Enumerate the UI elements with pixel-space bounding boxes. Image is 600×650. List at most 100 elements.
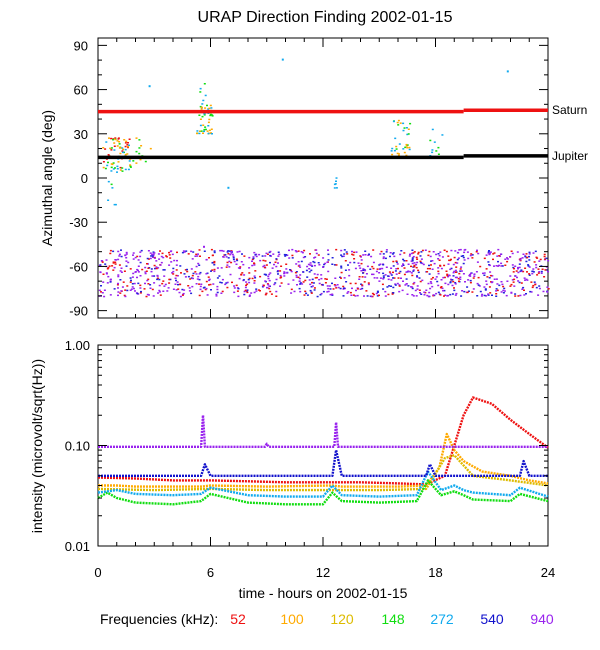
- azimuth-point: [299, 283, 302, 285]
- azimuth-point: [373, 277, 376, 279]
- azimuth-point: [324, 262, 327, 265]
- azimuth-point: [129, 166, 132, 168]
- azimuth-point: [177, 288, 180, 290]
- azimuth-point: [258, 253, 261, 256]
- azimuth-point: [375, 270, 378, 273]
- azimuth-point: [139, 275, 142, 277]
- azimuth-point: [502, 289, 505, 292]
- azimuth-point: [168, 282, 171, 284]
- azimuth-point: [396, 282, 399, 285]
- azimuth-point: [415, 295, 418, 297]
- azimuth-point: [110, 166, 113, 169]
- azimuth-point: [395, 273, 398, 275]
- azimuth-point: [144, 272, 147, 275]
- azimuth-point: [485, 280, 488, 282]
- azimuth-point: [248, 294, 251, 296]
- azimuth-point: [356, 294, 359, 297]
- azimuth-point: [391, 293, 394, 295]
- azimuth-point: [454, 294, 457, 296]
- azimuth-point: [524, 267, 527, 269]
- azimuth-point: [538, 287, 541, 290]
- azimuth-point: [514, 293, 517, 295]
- azimuth-point: [442, 290, 445, 292]
- azimuth-point: [153, 282, 156, 284]
- azimuth-point: [277, 273, 279, 275]
- azimuth-point: [285, 263, 288, 265]
- azimuth-point: [264, 293, 267, 296]
- azimuth-point: [199, 271, 202, 274]
- azimuth-point: [209, 113, 212, 116]
- azimuth-point: [112, 168, 115, 170]
- azimuth-point: [105, 259, 108, 261]
- azimuth-point: [265, 264, 268, 266]
- azimuth-point: [382, 288, 385, 290]
- azimuth-point: [512, 281, 515, 283]
- azimuth-point: [254, 277, 257, 279]
- azimuth-point: [522, 253, 525, 255]
- azimuth-point: [463, 259, 466, 261]
- azimuth-point: [454, 250, 457, 252]
- azimuth-point: [473, 275, 476, 277]
- azimuth-point: [384, 274, 387, 276]
- azimuth-point: [361, 285, 364, 287]
- azimuth-point: [117, 282, 119, 285]
- azimuth-point: [361, 284, 364, 286]
- azimuth-point: [342, 255, 345, 257]
- azimuth-point: [467, 279, 470, 281]
- azimuth-point: [437, 291, 440, 294]
- azimuth-point: [113, 288, 116, 290]
- azimuth-point: [371, 273, 373, 276]
- azimuth-point: [511, 279, 514, 281]
- azimuth-point: [513, 285, 516, 287]
- azimuth-point: [435, 253, 438, 256]
- azimuth-point: [447, 263, 450, 265]
- azimuth-point: [211, 262, 214, 264]
- azimuth-point: [114, 261, 117, 263]
- azimuth-point: [406, 147, 409, 149]
- azimuth-point: [313, 264, 316, 267]
- azimuth-point: [342, 288, 345, 290]
- azimuth-point: [236, 287, 239, 289]
- azimuth-point: [259, 290, 261, 292]
- azimuth-point: [382, 276, 385, 279]
- azimuth-point: [175, 279, 177, 282]
- azimuth-point: [196, 130, 199, 132]
- azimuth-point: [144, 266, 147, 269]
- azimuth-point: [459, 248, 462, 251]
- azimuth-point: [297, 250, 300, 252]
- azimuth-point: [139, 284, 142, 287]
- azimuth-point: [392, 271, 394, 274]
- azimuth-point: [255, 288, 258, 290]
- azimuth-point: [196, 132, 198, 135]
- azimuth-point: [437, 153, 440, 155]
- azimuth-point: [498, 255, 501, 257]
- azimuth-point: [509, 275, 512, 277]
- azimuth-point: [198, 264, 201, 266]
- azimuth-point: [452, 271, 455, 274]
- azimuth-point: [424, 249, 427, 251]
- azimuth-point: [176, 259, 178, 262]
- azimuth-point: [315, 249, 318, 251]
- azimuth-point: [226, 264, 229, 266]
- azimuth-point: [455, 276, 458, 279]
- azimuth-point: [340, 267, 343, 269]
- azimuth-point: [406, 293, 409, 295]
- azimuth-point: [309, 264, 312, 266]
- azimuth-point: [329, 293, 332, 296]
- azimuth-point: [421, 249, 424, 252]
- azimuth-point: [510, 283, 513, 286]
- azimuth-point: [304, 290, 307, 293]
- azimuth-point: [216, 285, 219, 288]
- azimuth-point: [513, 267, 515, 270]
- azimuth-point: [437, 270, 440, 273]
- azimuth-point: [196, 278, 199, 280]
- azimuth-point: [481, 293, 484, 296]
- saturn-label: Saturn: [552, 103, 587, 117]
- azimuth-point: [464, 248, 467, 251]
- azimuth-point: [487, 293, 490, 295]
- azimuth-points: [98, 58, 550, 298]
- azimuth-point: [525, 278, 528, 281]
- azimuth-point: [418, 289, 421, 291]
- azimuth-point: [526, 279, 529, 281]
- azimuth-point: [120, 255, 123, 258]
